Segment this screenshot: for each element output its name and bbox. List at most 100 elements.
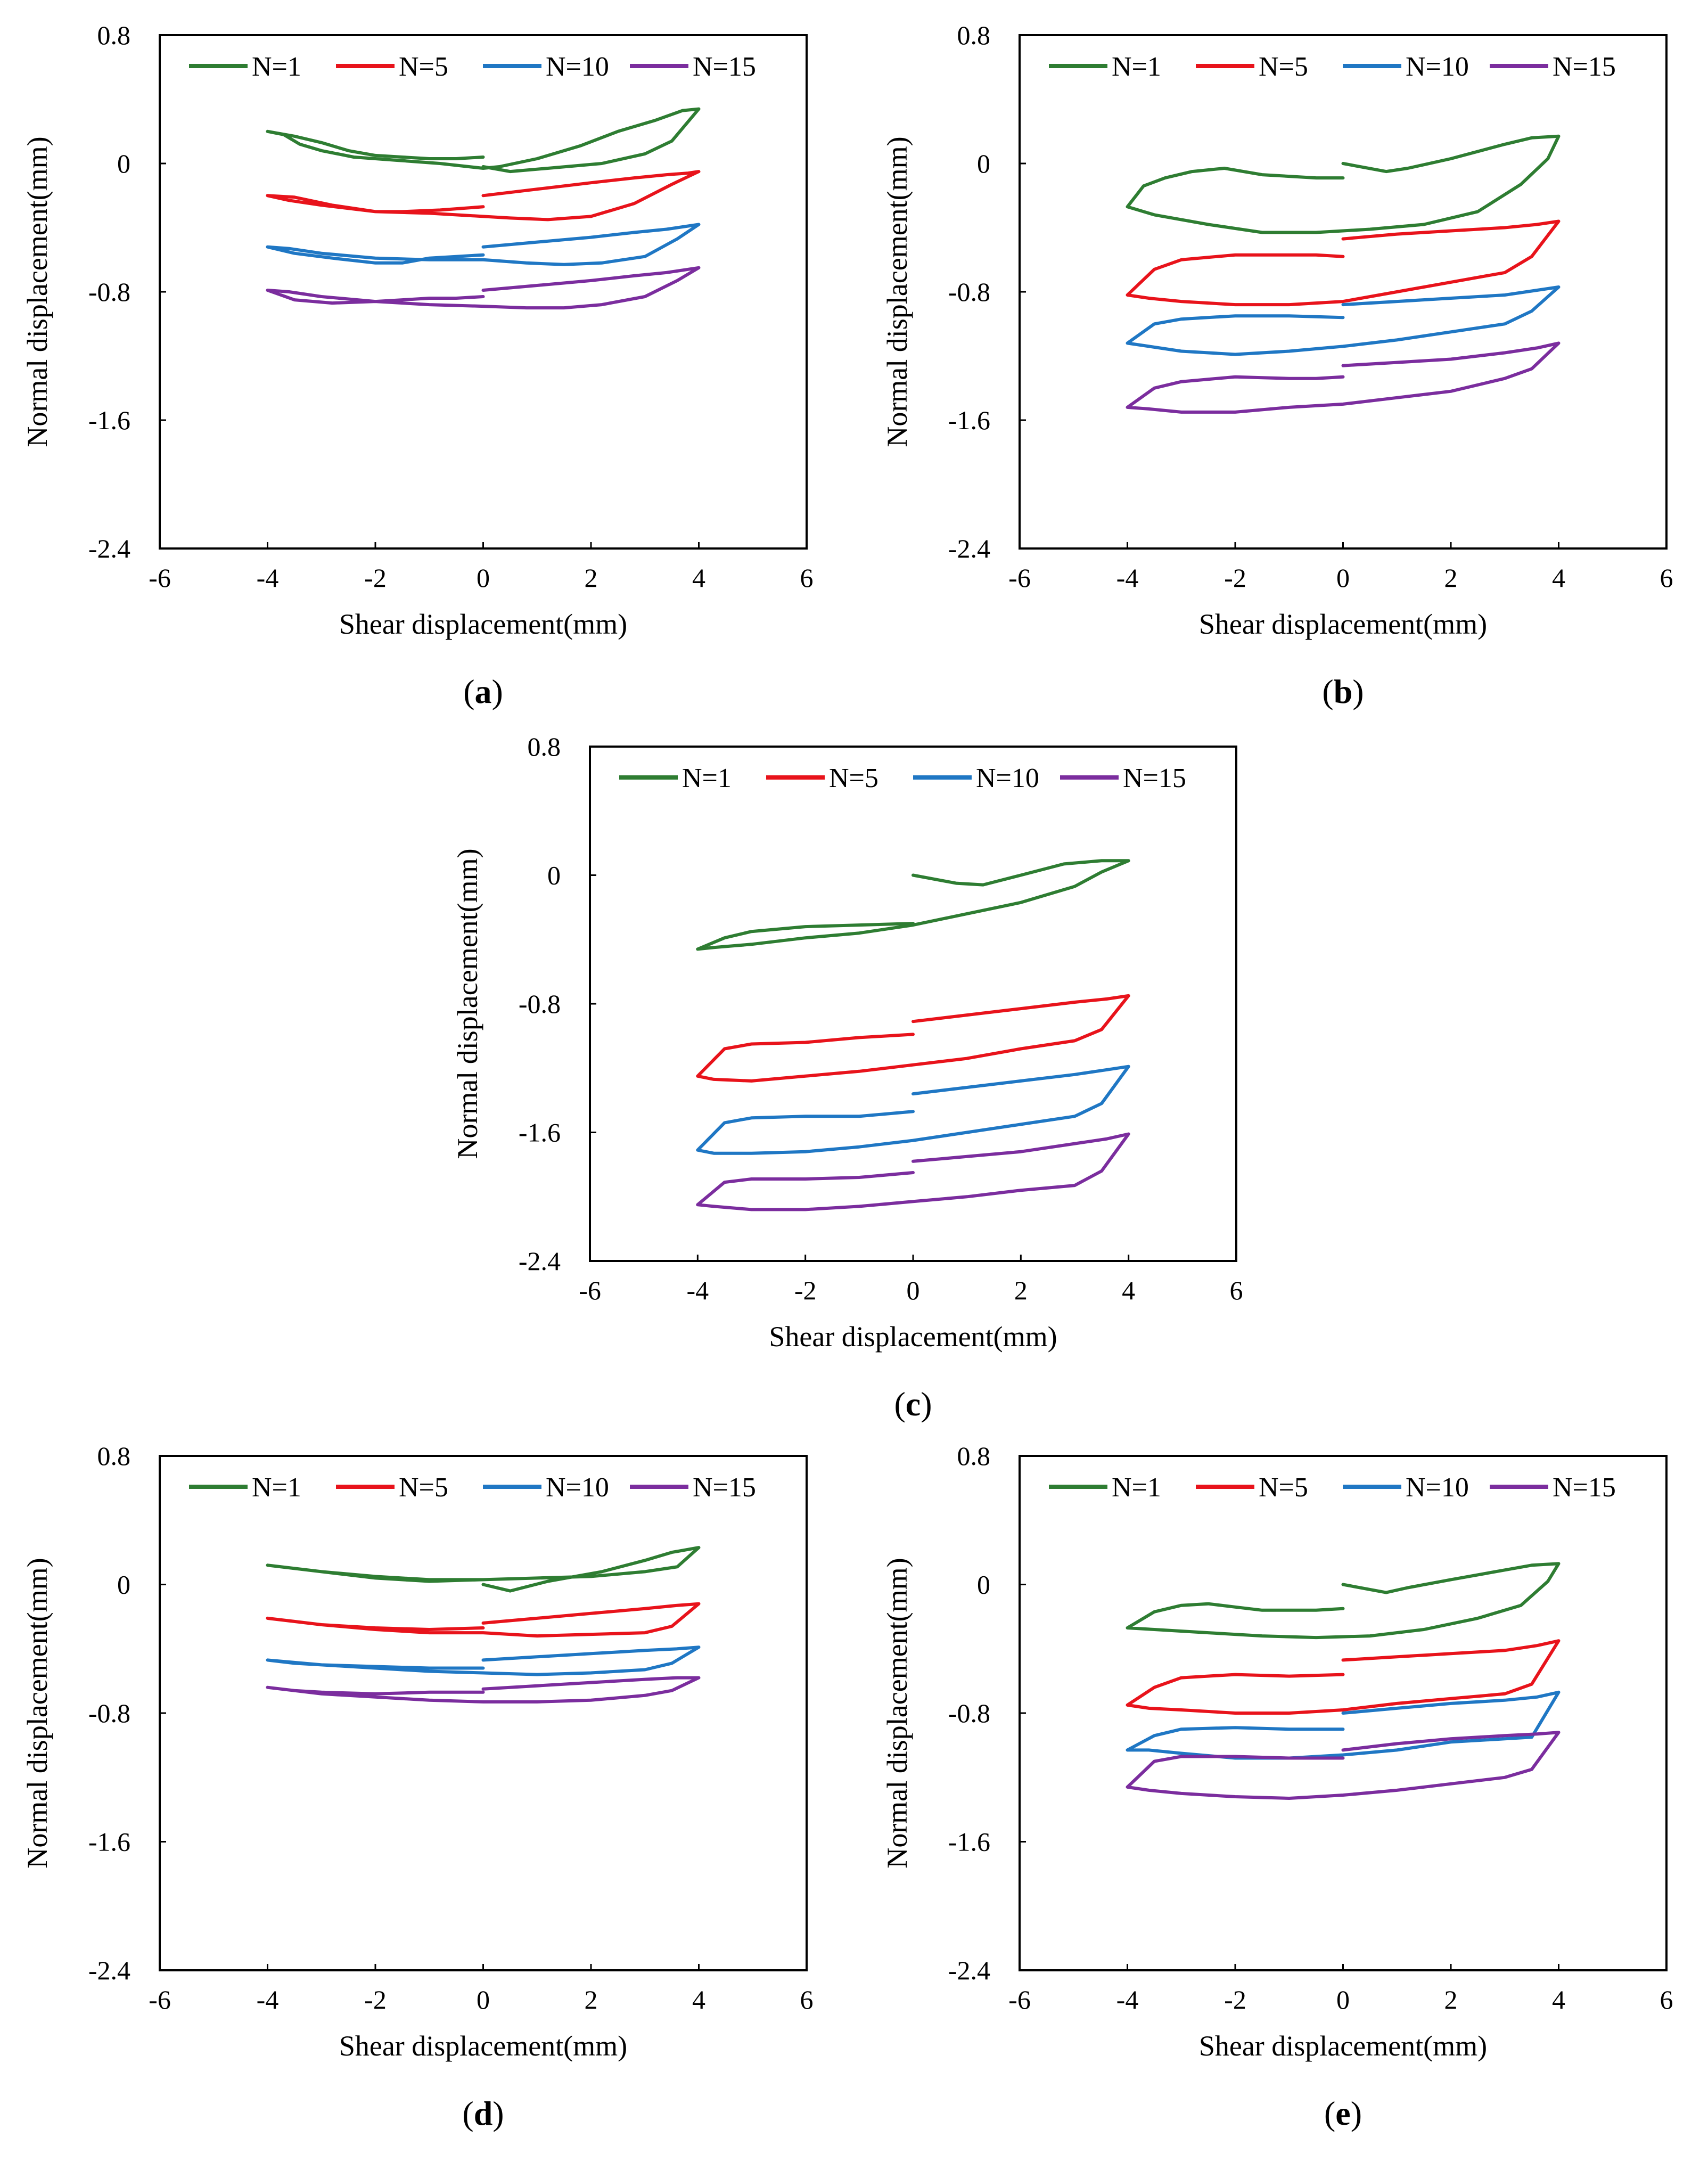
x-tick-label: -4	[687, 1275, 709, 1305]
x-tick-label: -4	[1116, 1985, 1139, 2015]
chart-panel-e: -6 -4 -2 0 2 4 6 0.8 0 -0.8 -1.6 -2.4 Shear displace…	[881, 1441, 1673, 2132]
series-line-n15	[1126, 1731, 1561, 1800]
panel-caption: (c)	[894, 1385, 932, 1423]
x-tick-label: -2	[794, 1275, 817, 1305]
x-axis-label: Shear displacement(mm)	[1199, 608, 1487, 640]
y-tick-label: -2.4	[88, 1955, 130, 1985]
legend-label: N=5	[829, 763, 878, 793]
y-tick-label: -0.8	[88, 277, 130, 307]
legend-label: N=10	[1406, 1472, 1469, 1503]
x-tick-label: -4	[257, 563, 279, 593]
x-tick-label: -2	[364, 563, 387, 593]
y-tick-label: -2.4	[948, 1955, 990, 1985]
y-axis-label: Normal displacement(mm)	[881, 136, 913, 447]
legend-label: N=15	[693, 52, 756, 82]
legend-label: N=15	[1123, 763, 1186, 793]
legend-label: N=5	[399, 52, 448, 82]
series-line-n1	[1126, 1562, 1561, 1640]
series-line-n1	[696, 859, 1130, 951]
x-tick-label: 4	[692, 563, 705, 593]
x-tick-label: 0	[477, 563, 490, 593]
series-line-n10	[266, 1645, 701, 1676]
x-tick-label: 4	[1552, 1985, 1565, 2015]
x-tick-label: -6	[149, 1985, 171, 2015]
x-axis-label: Shear displacement(mm)	[1199, 2030, 1487, 2062]
series-line-n5	[1126, 219, 1561, 307]
y-tick-label: -0.8	[948, 1698, 990, 1728]
series-line-n1	[266, 107, 701, 174]
x-tick-label: 6	[1660, 1985, 1673, 2015]
series-line-n15	[1126, 341, 1561, 414]
x-tick-label: 0	[907, 1275, 920, 1305]
x-tick-label: 4	[1122, 1275, 1135, 1305]
legend-label: N=1	[1112, 1472, 1161, 1503]
x-tick-label: -4	[1116, 563, 1139, 593]
y-tick-label: -0.8	[948, 277, 990, 307]
x-tick-label: 2	[1444, 563, 1458, 593]
chart-panel-d: -6 -4 -2 0 2 4 6 0.8 0 -0.8 -1.6 -2.4 Shear displace…	[21, 1441, 814, 2132]
plot-frame	[589, 746, 1237, 1262]
x-tick-label: 4	[1552, 563, 1565, 593]
y-tick-label: 0.8	[957, 20, 991, 50]
legend-label: N=15	[693, 1472, 756, 1503]
panel-letter: e	[1335, 2094, 1350, 2132]
x-tick-label: 0	[1336, 563, 1350, 593]
panel-caption: (a)	[463, 673, 503, 710]
legend-label: N=10	[546, 1472, 609, 1503]
y-tick-label: 0	[117, 149, 130, 178]
x-tick-label: 0	[1336, 1985, 1350, 2015]
plot-frame	[159, 1455, 808, 1971]
chart-panel-a: -6 -4 -2 0 2 4 6 0.8 0 -0.8 -1.6 -2.4 Shear displace…	[21, 20, 814, 710]
legend-label: N=5	[1259, 1472, 1308, 1503]
y-tick-label: 0	[977, 1570, 990, 1600]
x-tick-label: -2	[1224, 563, 1246, 593]
x-tick-label: -6	[149, 563, 171, 593]
legend-label: N=1	[252, 52, 301, 82]
x-tick-label: 4	[692, 1985, 705, 2015]
x-tick-label: -6	[579, 1275, 601, 1305]
legend-label: N=5	[1259, 52, 1308, 82]
panel-letter: c	[906, 1385, 921, 1423]
x-tick-label: 2	[585, 563, 598, 593]
series-line-n10	[696, 1064, 1130, 1155]
y-tick-label: -0.8	[88, 1698, 130, 1728]
series-line-n15	[696, 1132, 1130, 1211]
legend-label: N=1	[1112, 52, 1161, 82]
x-tick-label: -6	[1008, 563, 1031, 593]
y-tick-label: 0	[547, 861, 561, 890]
y-tick-label: -1.6	[948, 1827, 990, 1857]
x-tick-label: -6	[1008, 1985, 1031, 2015]
y-tick-label: -1.6	[88, 1827, 130, 1857]
x-tick-label: 0	[477, 1985, 490, 2015]
series-line-n15	[266, 1676, 701, 1704]
y-tick-label: -1.6	[88, 405, 130, 435]
series-line-n5	[1126, 1639, 1561, 1715]
x-tick-label: 2	[1444, 1985, 1458, 2015]
series-line-n5	[696, 994, 1130, 1083]
x-axis-label: Shear displacement(mm)	[769, 1321, 1057, 1353]
x-axis-label: Shear displacement(mm)	[339, 608, 627, 640]
y-tick-label: -2.4	[948, 534, 990, 563]
y-axis-label: Normal displacement(mm)	[21, 1558, 53, 1868]
legend-label: N=1	[682, 763, 732, 793]
legend-label: N=1	[252, 1472, 301, 1503]
x-tick-label: 2	[585, 1985, 598, 2015]
series-line-n15	[266, 266, 701, 310]
y-tick-label: -2.4	[88, 534, 130, 563]
y-axis-label: Normal displacement(mm)	[21, 136, 53, 447]
y-tick-label: -1.6	[519, 1118, 561, 1148]
plot-frame	[159, 34, 808, 550]
x-tick-label: 6	[800, 563, 814, 593]
y-tick-label: -0.8	[519, 989, 561, 1019]
series-line-n10	[266, 223, 701, 266]
y-tick-label: 0	[117, 1570, 130, 1600]
y-tick-label: -2.4	[519, 1246, 561, 1276]
y-tick-label: 0.8	[957, 1441, 991, 1471]
x-tick-label: -2	[1224, 1985, 1246, 2015]
panel-letter: d	[474, 2094, 493, 2132]
series-line-n1	[266, 1546, 701, 1593]
panel-caption: (d)	[462, 2094, 504, 2132]
x-tick-label: 2	[1014, 1275, 1028, 1305]
y-tick-label: 0	[977, 149, 990, 178]
